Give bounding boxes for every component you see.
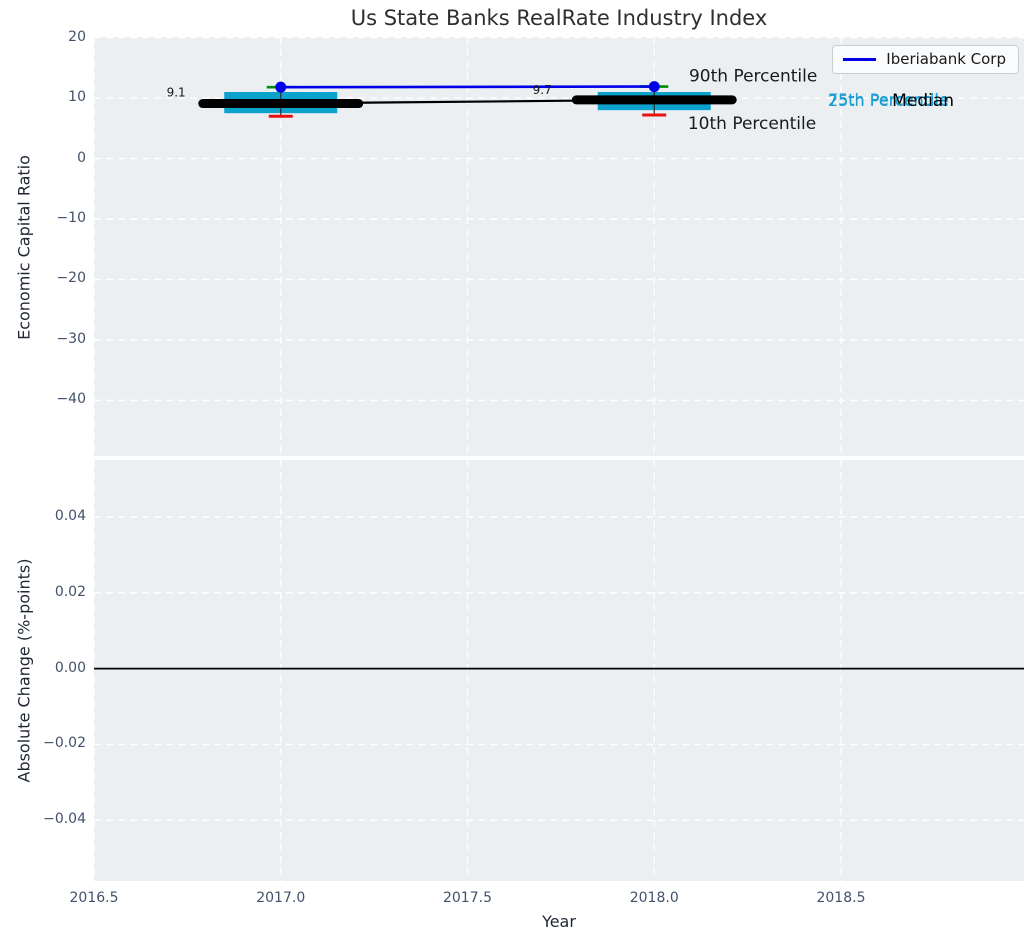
chart-title: Us State Banks RealRate Industry Index <box>94 6 1024 30</box>
ytick-bottom-0.04: 0.04 <box>0 508 86 524</box>
xtick-2016.5: 2016.5 <box>54 890 134 906</box>
xtick-2017.5: 2017.5 <box>427 890 507 906</box>
ytick-bottom-0.00: 0.00 <box>0 660 86 676</box>
ytick-bottom-−0.04: −0.04 <box>0 811 86 827</box>
ytick-top-20: 20 <box>0 29 86 45</box>
xtick-2017.0: 2017.0 <box>241 890 321 906</box>
ytick-top-−40: −40 <box>0 391 86 407</box>
top-axes: 9.19.790th Percentile10th Percentile75th… <box>94 37 1024 456</box>
ytick-top-−30: −30 <box>0 331 86 347</box>
ytick-bottom-0.02: 0.02 <box>0 584 86 600</box>
top-plot-area: 9.19.790th Percentile10th Percentile75th… <box>94 37 1024 456</box>
annotation-value-2017: 9.1 <box>167 86 186 100</box>
x-axis-label: Year <box>94 912 1024 931</box>
xtick-2018.5: 2018.5 <box>801 890 881 906</box>
legend: Iberiabank Corp <box>832 45 1019 74</box>
annotation-90th-percentile: 90th Percentile <box>689 66 817 86</box>
company-dot <box>649 81 660 92</box>
xtick-2018.0: 2018.0 <box>614 890 694 906</box>
company-dot <box>275 82 286 93</box>
bottom-plot-area <box>94 460 1024 881</box>
figure-canvas: Us State Banks RealRate Industry Index 9… <box>0 0 1034 942</box>
annotation-value-2018: 9.7 <box>533 83 552 97</box>
ytick-bottom-−0.02: −0.02 <box>0 735 86 751</box>
company-line <box>281 87 654 88</box>
ytick-top-−20: −20 <box>0 270 86 286</box>
annotation-10th-percentile: 10th Percentile <box>688 114 816 134</box>
bottom-axes <box>94 460 1024 881</box>
ytick-top-−10: −10 <box>0 210 86 226</box>
legend-line-swatch <box>843 58 876 61</box>
ytick-top-0: 0 <box>0 150 86 166</box>
legend-label: Iberiabank Corp <box>886 50 1006 68</box>
y-axis-label-top: Economic Capital Ratio <box>15 148 34 348</box>
ytick-top-10: 10 <box>0 89 86 105</box>
annotation-median: Median <box>892 91 954 111</box>
